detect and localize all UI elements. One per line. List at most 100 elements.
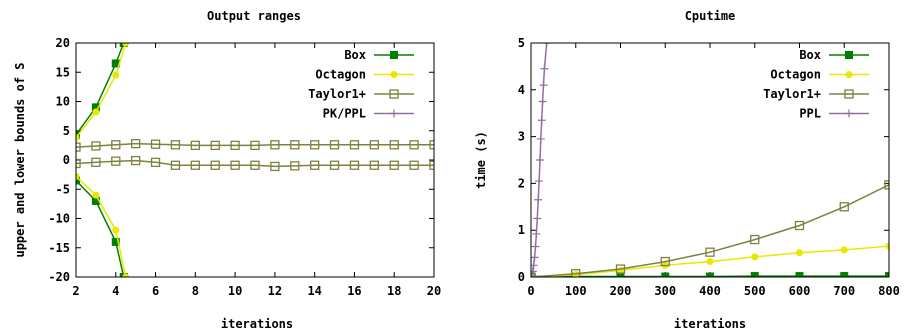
x-tick-label: 4 xyxy=(112,284,119,298)
data-point xyxy=(616,272,625,277)
data-point xyxy=(131,138,141,149)
data-point xyxy=(92,191,100,199)
data-point xyxy=(111,59,120,68)
data-point xyxy=(536,134,545,143)
data-point xyxy=(537,116,546,125)
series-line-octagon xyxy=(76,43,127,139)
data-point xyxy=(131,155,141,166)
x-tick-label: 500 xyxy=(744,284,766,298)
data-point xyxy=(840,272,849,277)
data-point xyxy=(122,273,130,277)
x-tick-label: 300 xyxy=(654,284,676,298)
data-point xyxy=(885,242,889,250)
data-point xyxy=(112,226,120,234)
legend: Box Octagon Taylor1+ PPL xyxy=(763,48,869,121)
data-point xyxy=(542,43,551,47)
y-axis-label: upper and lower bounds of S xyxy=(13,62,27,257)
data-point xyxy=(661,272,670,277)
x-tick-label: 200 xyxy=(610,284,632,298)
data-point xyxy=(111,140,121,150)
y-tick-label: 4 xyxy=(518,83,525,97)
data-point xyxy=(884,180,889,190)
data-point xyxy=(111,237,120,246)
data-point xyxy=(533,214,542,223)
x-tick-label: 2 xyxy=(72,284,79,298)
legend-label: Octagon xyxy=(770,68,821,82)
series-group xyxy=(76,43,434,277)
data-point xyxy=(150,157,161,167)
data-point xyxy=(750,234,760,245)
y-tick-label: 10 xyxy=(56,95,70,109)
data-point xyxy=(389,160,399,170)
data-point xyxy=(349,140,360,150)
data-point xyxy=(91,196,100,205)
data-point xyxy=(389,140,399,150)
legend-label: Taylor1+ xyxy=(763,87,821,101)
data-point xyxy=(92,108,100,116)
data-point xyxy=(76,142,81,152)
cputime-chart: Cputime iterations time (s) 0 100 200 300 40… xyxy=(474,9,900,331)
y-tick-label: -15 xyxy=(48,241,70,255)
x-tick-label: 10 xyxy=(228,284,242,298)
data-point xyxy=(705,247,715,257)
y-tick-label: 5 xyxy=(518,36,525,50)
legend-marker xyxy=(389,89,399,99)
data-point xyxy=(429,140,434,150)
data-point xyxy=(538,97,547,106)
data-point xyxy=(429,160,434,170)
data-point xyxy=(369,140,379,150)
output-ranges-chart: Output ranges iterations upper and lower… xyxy=(13,9,441,331)
data-point xyxy=(111,156,121,166)
data-point xyxy=(230,160,240,170)
x-tick-label: 20 xyxy=(427,284,441,298)
y-axis-label: time (s) xyxy=(474,131,488,189)
legend-marker xyxy=(390,51,398,59)
data-point xyxy=(91,103,100,112)
legend-marker xyxy=(845,51,853,59)
data-point xyxy=(409,140,419,150)
legend-label: PK/PPL xyxy=(323,107,366,121)
legend-marker xyxy=(390,71,398,78)
data-point xyxy=(310,160,320,170)
data-point xyxy=(794,220,805,231)
y-tick-label: -10 xyxy=(48,212,70,226)
data-point xyxy=(112,71,120,79)
x-tick-label: 6 xyxy=(152,284,159,298)
data-point xyxy=(76,176,80,185)
data-point xyxy=(310,140,320,150)
data-point xyxy=(150,139,161,149)
data-point xyxy=(329,140,340,150)
x-tick-label: 16 xyxy=(347,284,361,298)
data-point xyxy=(660,256,670,267)
x-tick-label: 12 xyxy=(268,284,282,298)
data-point xyxy=(290,161,300,171)
legend-label: Octagon xyxy=(315,68,366,82)
data-point xyxy=(531,242,540,251)
data-point xyxy=(369,160,379,170)
data-point xyxy=(76,158,81,169)
x-axis-label: iterations xyxy=(674,317,746,331)
grid xyxy=(75,42,435,278)
tick-labels: 2 4 6 8 10 12 14 16 18 20 -20 -15 -10 -5 0 5 10 15 20 xyxy=(48,36,441,298)
y-tick-label: 5 xyxy=(63,124,70,138)
data-point xyxy=(531,253,539,262)
data-point xyxy=(170,140,181,150)
series-line-box xyxy=(76,179,125,277)
data-point xyxy=(751,253,759,261)
series-line-taylor1- xyxy=(76,142,434,148)
data-point xyxy=(190,160,200,170)
y-tick-label: 20 xyxy=(56,36,70,50)
plot-border xyxy=(75,42,435,278)
series-line-taylor1- xyxy=(531,184,889,277)
series-line-box xyxy=(76,43,125,136)
x-tick-label: 14 xyxy=(307,284,321,298)
data-point xyxy=(540,64,549,73)
data-point xyxy=(91,141,101,151)
data-point xyxy=(170,160,181,170)
data-point xyxy=(270,140,280,150)
series-line-taylor1- xyxy=(76,159,434,168)
data-point xyxy=(615,264,626,274)
x-tick-label: 700 xyxy=(833,284,855,298)
data-point xyxy=(210,140,220,151)
